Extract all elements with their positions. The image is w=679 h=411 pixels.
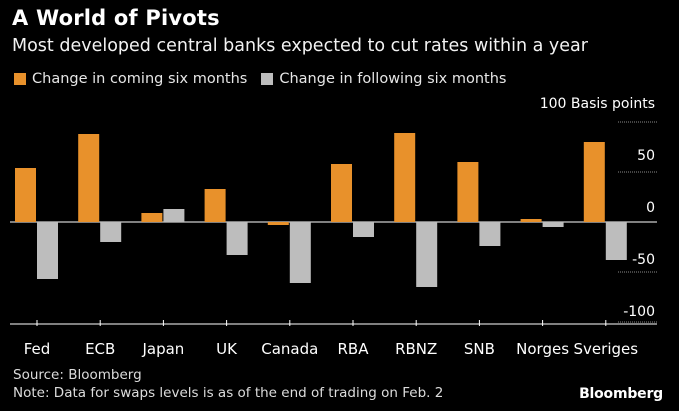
bar-coming-fed — [15, 168, 36, 222]
y-tick-label-1: 50 — [637, 148, 655, 164]
bar-following-fed — [37, 222, 58, 279]
bar-following-rba — [353, 222, 374, 237]
bar-following-norges — [542, 222, 564, 227]
bar-coming-sveriges — [583, 142, 605, 222]
legend-item-coming: Change in coming six months — [14, 71, 247, 87]
x-label-sveriges: Sveriges — [574, 340, 639, 358]
legend-swatch-following — [261, 73, 274, 85]
data-note: Note: Data for swaps levels is as of the… — [13, 385, 444, 401]
legend-item-following: Change in following six months — [261, 71, 506, 87]
bar-coming-rba — [331, 164, 352, 222]
bar-coming-ecb — [78, 134, 100, 222]
chart-title: A World of Pivots — [12, 6, 220, 30]
y-tick-label-0: 100 Basis points — [540, 96, 655, 112]
bar-following-canada — [289, 222, 311, 283]
source-note: Source: Bloomberg — [13, 367, 142, 383]
legend-label-coming: Change in coming six months — [32, 71, 248, 87]
y-tick-label-4: -100 — [623, 304, 655, 320]
x-label-japan: Japan — [141, 340, 184, 358]
bar-coming-uk — [204, 189, 226, 222]
x-label-ecb: ECB — [85, 340, 115, 358]
y-tick-label-2: 0 — [646, 200, 655, 216]
bar-following-snb — [479, 222, 501, 246]
x-label-uk: UK — [216, 340, 238, 358]
x-label-snb: SNB — [464, 340, 495, 358]
y-tick-label-3: -50 — [632, 252, 655, 268]
bar-following-ecb — [100, 222, 122, 242]
legend-label-following: Change in following six months — [279, 71, 507, 87]
bar-coming-rbnz — [394, 133, 416, 222]
x-label-rbnz: RBNZ — [395, 340, 437, 358]
bar-coming-norges — [520, 219, 542, 222]
chart-subtitle: Most developed central banks expected to… — [12, 36, 588, 56]
x-label-rba: RBA — [338, 340, 370, 358]
bloomberg-logo: Bloomberg — [579, 386, 663, 402]
bar-coming-japan — [141, 213, 163, 222]
bar-coming-canada — [267, 222, 289, 225]
bar-coming-snb — [457, 162, 479, 222]
x-label-norges: Norges — [516, 340, 569, 358]
bar-following-sveriges — [605, 222, 627, 260]
legend-swatch-coming — [14, 73, 26, 85]
bar-following-rbnz — [416, 222, 438, 287]
legend: Change in coming six months Change in fo… — [14, 71, 520, 87]
bar-following-uk — [226, 222, 248, 255]
x-label-fed: Fed — [24, 340, 51, 358]
bar-following-japan — [163, 209, 185, 222]
x-label-canada: Canada — [261, 340, 318, 358]
